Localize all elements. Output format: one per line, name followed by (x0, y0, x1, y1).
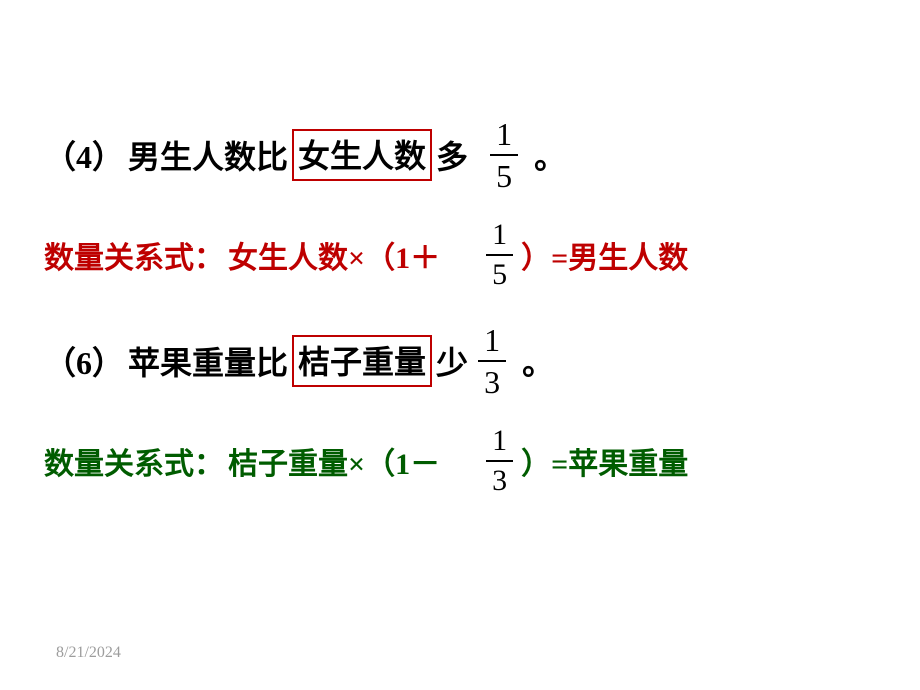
problem-6-boxed-text: 桔子重量 (298, 337, 426, 383)
problem-4-pre: 男生人数比 (128, 132, 288, 178)
equation-1-frac-den: 5 (486, 258, 513, 290)
equation-2-label: 数量关系式： (44, 439, 224, 483)
problem-row-4: （4） 男生人数比 女生人数 多 1 5 。 (44, 100, 874, 180)
problem-6-boxed: 桔子重量 (292, 335, 432, 387)
problem-4-frac-den: 5 (490, 158, 518, 192)
equation-1-lhs: 女生人数×（1＋ (228, 233, 440, 277)
fraction-bar (486, 460, 513, 462)
equation-row-2: 数量关系式： 桔子重量×（1－ 1 3 ）=苹果重量 (44, 404, 874, 494)
equation-1-label: 数量关系式： (44, 233, 224, 277)
footer-date: 8/21/2024 (56, 644, 121, 662)
equation-2-rhs: ）=苹果重量 (521, 439, 688, 483)
problem-4-frac-num: 1 (490, 118, 518, 152)
problem-4-boxed-text: 女生人数 (298, 131, 426, 177)
equation-2-lhs: 桔子重量×（1－ (228, 439, 440, 483)
problem-6-frac-den: 3 (478, 364, 506, 398)
problem-4-boxed: 女生人数 (292, 129, 432, 181)
content-area: （4） 男生人数比 女生人数 多 1 5 。 数量关系式： 女生人数×（1＋ 1… (44, 100, 874, 512)
fraction-bar (490, 154, 518, 156)
problem-4-fraction: 1 5 (490, 118, 518, 192)
equation-2-frac-num: 1 (486, 426, 513, 458)
problem-6-post: 。 (522, 338, 554, 384)
equation-1-fraction: 1 5 (486, 220, 513, 290)
problem-6-frac-num: 1 (478, 324, 506, 358)
equation-row-1: 数量关系式： 女生人数×（1＋ 1 5 ）=男生人数 (44, 198, 874, 288)
fraction-bar (478, 360, 506, 362)
equation-2-text: 数量关系式： 桔子重量×（1－ 1 3 ）=苹果重量 (44, 426, 688, 496)
problem-4-text: （4） 男生人数比 女生人数 多 1 5 。 (44, 118, 566, 192)
equation-1-rhs: ）=男生人数 (521, 233, 688, 277)
fraction-bar (486, 254, 513, 256)
problem-6-mid: 少 (436, 338, 468, 384)
problem-6-text: （6） 苹果重量比 桔子重量 少 1 3 。 (44, 324, 554, 398)
problem-6-fraction: 1 3 (478, 324, 506, 398)
equation-1-text: 数量关系式： 女生人数×（1＋ 1 5 ）=男生人数 (44, 220, 688, 290)
equation-1-frac-num: 1 (486, 220, 513, 252)
problem-4-num: （4） (44, 132, 124, 178)
problem-6-num: （6） (44, 338, 124, 384)
problem-4-post: 。 (534, 132, 566, 178)
problem-row-6: （6） 苹果重量比 桔子重量 少 1 3 。 (44, 306, 874, 386)
equation-2-frac-den: 3 (486, 464, 513, 496)
problem-6-pre: 苹果重量比 (128, 338, 288, 384)
problem-4-mid: 多 (436, 132, 468, 178)
equation-2-fraction: 1 3 (486, 426, 513, 496)
